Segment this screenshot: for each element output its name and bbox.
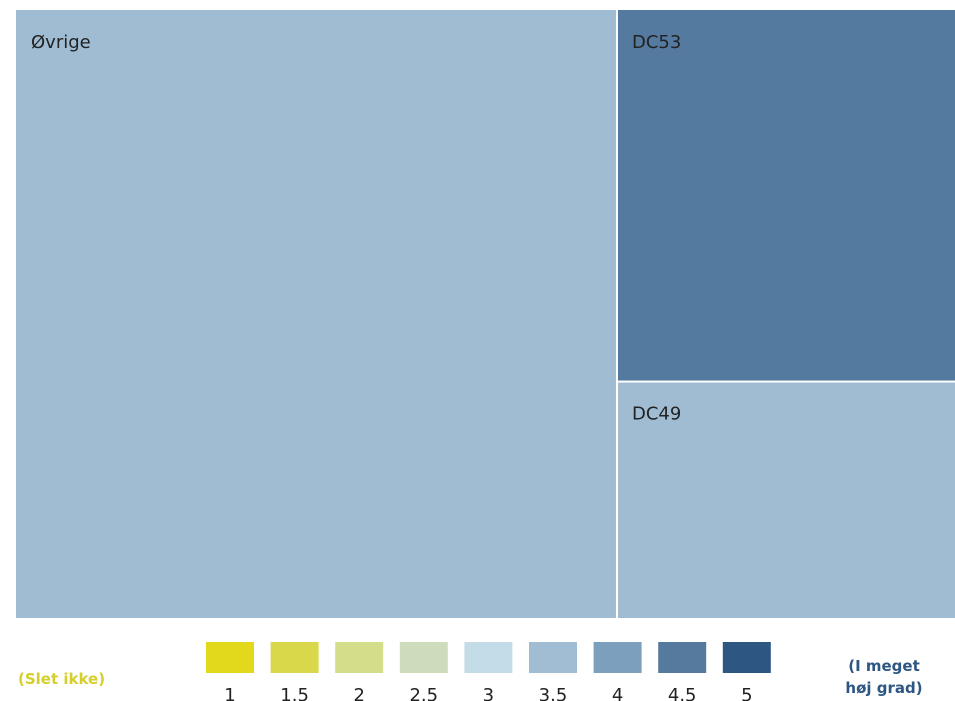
cell-label: DC53 <box>632 32 681 53</box>
legend-tick-label: 2.5 <box>409 685 438 701</box>
legend-low-label: (Slet ikke) <box>18 670 106 688</box>
legend-tick-label: 3 <box>483 685 494 701</box>
legend-swatch <box>270 642 319 673</box>
cell-label: DC49 <box>632 404 681 425</box>
legend-tick-label: 2 <box>353 685 364 701</box>
legend-swatch <box>464 642 513 673</box>
legend-swatch <box>722 642 771 673</box>
legend-tick-label: 4 <box>612 685 623 701</box>
legend-swatch <box>206 642 254 673</box>
legend-tick-label: 1 <box>224 685 235 701</box>
legend-swatch <box>529 642 577 673</box>
legend-tick-label: 1.5 <box>280 685 309 701</box>
legend-swatch <box>335 642 384 673</box>
legend-tick-label: 3.5 <box>539 685 568 701</box>
treemap-cell <box>16 10 616 618</box>
legend-swatch <box>658 642 707 673</box>
treemap-cell <box>617 10 955 381</box>
legend-tick-label: 4.5 <box>668 685 697 701</box>
legend-swatch <box>399 642 448 673</box>
legend-swatch <box>593 642 642 673</box>
legend-high-label: (I meget høj grad) <box>845 657 923 697</box>
treemap-cell <box>617 382 955 618</box>
legend-tick-label: 5 <box>741 685 752 701</box>
cell-label: Øvrige <box>31 32 91 53</box>
